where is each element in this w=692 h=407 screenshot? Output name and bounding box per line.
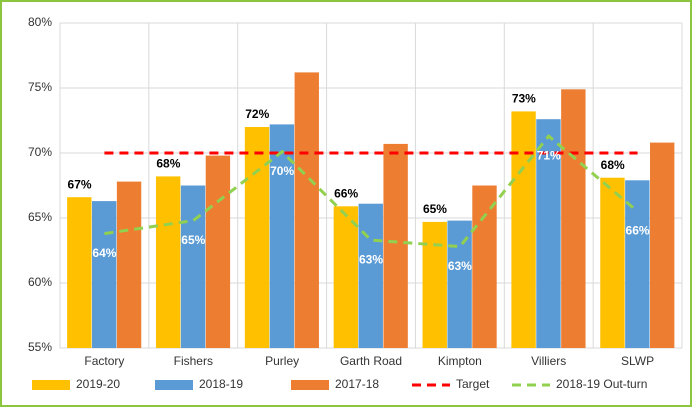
x-tick-label: Factory (84, 354, 124, 368)
bar (205, 155, 231, 348)
x-tick-label: Garth Road (340, 354, 402, 368)
bar-value-label: 67% (68, 177, 92, 191)
line-value-label: 63% (448, 259, 472, 273)
line-value-label: 64% (92, 246, 116, 260)
bar (116, 181, 142, 348)
line-value-label: 66% (626, 224, 650, 238)
x-tick-label: Villiers (531, 354, 566, 368)
bar-value-label: 68% (156, 157, 180, 171)
line-value-label: 70% (270, 164, 294, 178)
legend-swatch (291, 380, 329, 390)
x-tick-label: Kimpton (438, 354, 482, 368)
x-tick-label: Fishers (174, 354, 213, 368)
legend-label: Target (456, 377, 490, 391)
bar (91, 201, 117, 348)
y-tick-label: 70% (28, 145, 52, 159)
bar (422, 221, 447, 348)
line-value-label: 63% (359, 252, 383, 266)
legend-label: 2017-18 (335, 377, 379, 391)
bar (333, 206, 359, 348)
bar (155, 176, 181, 348)
legend-label: 2018-19 Out-turn (556, 377, 647, 391)
y-tick-label: 80% (28, 15, 52, 29)
bar-value-label: 73% (512, 92, 536, 106)
y-tick-label: 65% (28, 210, 52, 224)
bar (244, 127, 270, 348)
bar-value-label: 68% (601, 158, 625, 172)
y-tick-label: 60% (28, 275, 52, 289)
bar-value-label: 72% (245, 107, 269, 121)
bar-value-label: 65% (423, 202, 447, 216)
bar (650, 142, 675, 348)
legend-swatch (155, 380, 193, 390)
bar (67, 197, 92, 348)
x-tick-label: Purley (265, 354, 299, 368)
bar (358, 203, 383, 348)
bar (472, 185, 497, 348)
legend-swatch (32, 380, 70, 390)
line-value-label: 65% (181, 233, 205, 247)
bar (383, 143, 408, 348)
y-tick-label: 75% (28, 80, 52, 94)
bar (511, 111, 536, 349)
bar (294, 72, 319, 349)
legend-label: 2019-20 (76, 377, 120, 391)
x-tick-label: SLWP (621, 354, 654, 368)
line-series (104, 133, 639, 249)
bar-value-label: 66% (334, 186, 358, 200)
bar (447, 220, 472, 348)
y-tick-label: 55% (28, 340, 52, 354)
bar (180, 185, 206, 348)
bar (600, 177, 625, 348)
bar (536, 119, 561, 348)
bar (625, 180, 650, 348)
line-value-label: 71% (537, 148, 561, 162)
legend-label: 2018-19 (199, 377, 243, 391)
bar (269, 124, 295, 349)
bar (561, 89, 586, 349)
